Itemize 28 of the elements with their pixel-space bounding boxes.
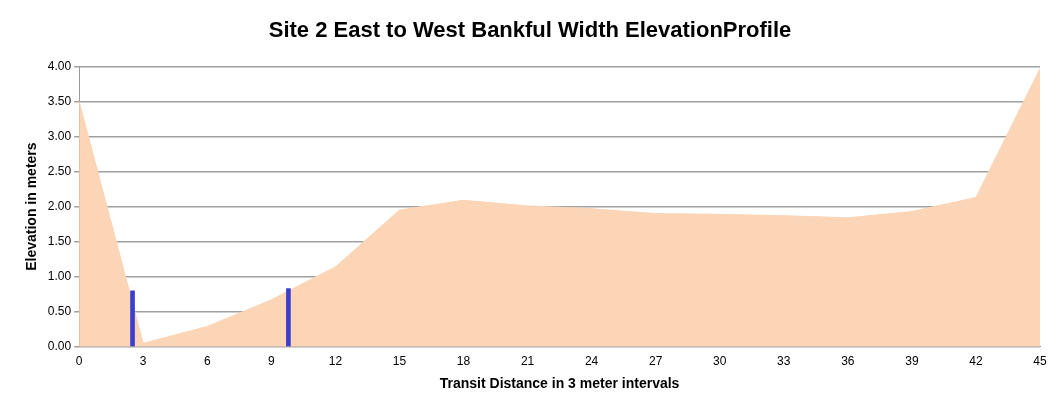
y-tick-label: 2.50: [47, 163, 72, 178]
y-tick-label: 0.00: [47, 339, 72, 354]
x-tick-label: 18: [456, 354, 471, 369]
y-tick-label: 1.00: [47, 269, 72, 284]
x-tick-label: 21: [520, 354, 535, 369]
y-tick-label: 3.00: [47, 128, 72, 143]
chart-title: Site 2 East to West Bankful Width ElevationProfile: [268, 17, 792, 43]
y-tick-label: 1.50: [47, 233, 72, 248]
x-tick-label: 30: [713, 354, 727, 369]
x-tick-label: 24: [584, 354, 599, 369]
x-tick-label: 42: [969, 354, 983, 369]
x-tick-label: 36: [841, 354, 855, 369]
x-tick-label: 12: [328, 354, 343, 369]
x-tick-label: 39: [905, 354, 919, 369]
x-tick-label: 9: [267, 354, 275, 369]
x-tick-label: 45: [1033, 354, 1047, 369]
x-axis-title: Transit Distance in 3 meter intervals: [439, 375, 680, 392]
x-tick-label: 15: [392, 354, 407, 369]
x-tick-label: 27: [648, 354, 663, 369]
y-tick-label: 3.50: [47, 93, 72, 108]
x-tick-label: 3: [139, 354, 147, 369]
y-tick-label: 4.00: [47, 58, 72, 73]
y-tick-label: 2.00: [47, 198, 72, 213]
x-tick-label: 33: [777, 354, 791, 369]
y-tick-label: 0.50: [47, 304, 72, 319]
x-tick-label: 6: [203, 354, 211, 369]
x-tick-label: 0: [75, 354, 83, 369]
y-axis-title: Elevation in meters: [23, 142, 40, 271]
